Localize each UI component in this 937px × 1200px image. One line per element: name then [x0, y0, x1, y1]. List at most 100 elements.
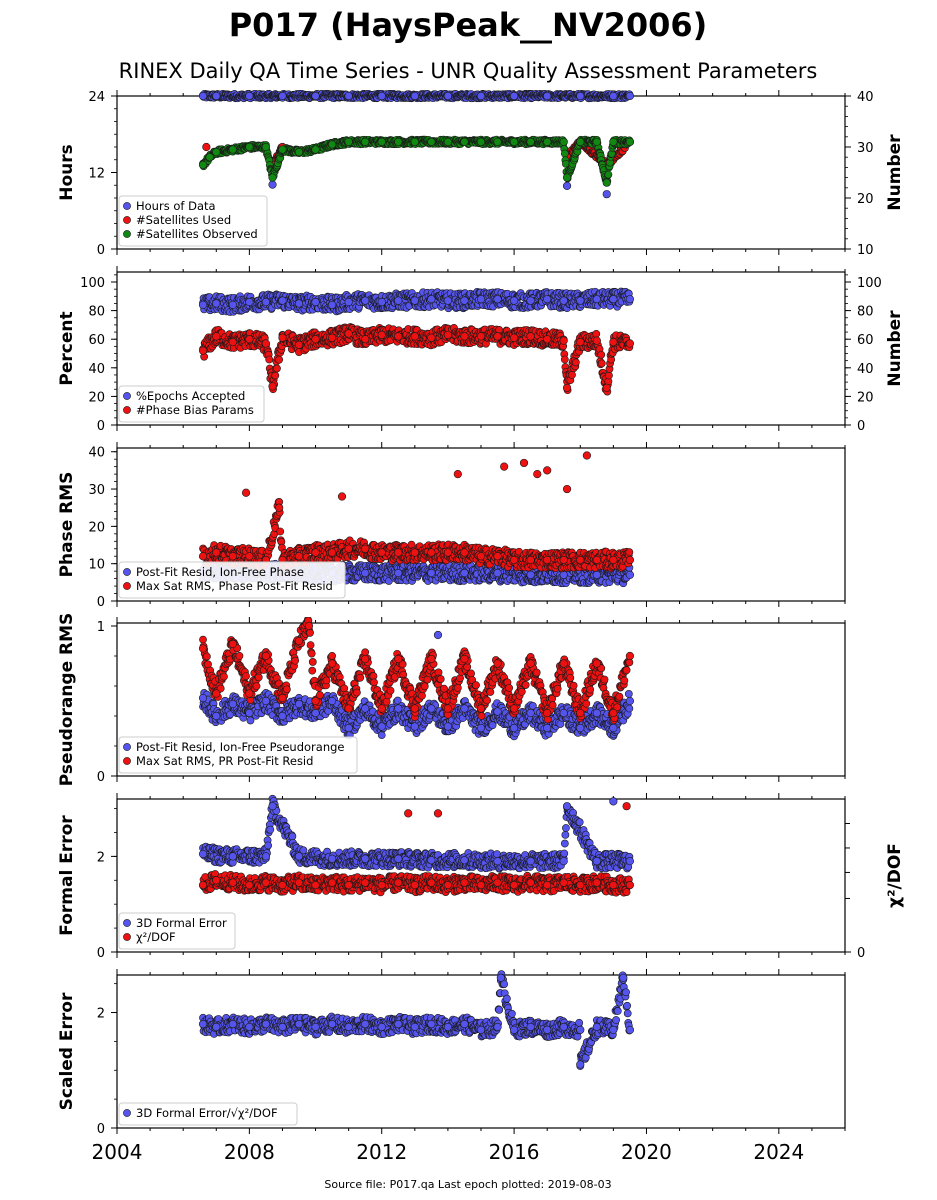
data-point: [294, 148, 304, 157]
series-1: [198, 90, 635, 199]
y-tick-label: 80: [88, 305, 105, 320]
data-point: [278, 145, 287, 154]
series-2: [198, 323, 635, 396]
data-point: [205, 153, 214, 162]
legend: Hours of Data#Satellites Used#Satellites…: [118, 195, 268, 247]
y-right-tick-label: 60: [857, 333, 874, 348]
y-tick-label: 10: [88, 558, 105, 573]
data-point: [261, 142, 271, 152]
data-point: [394, 296, 403, 305]
data-point: [394, 137, 403, 146]
data-point: [268, 180, 277, 189]
chart-subtitle: RINEX Daily QA Time Series - UNR Quality…: [119, 59, 818, 83]
data-point: [509, 91, 519, 101]
data-point: [493, 137, 502, 146]
data-point: [212, 332, 221, 341]
y-axis-label: Percent: [57, 311, 77, 385]
data-point: [311, 335, 320, 344]
data-point: [625, 295, 635, 304]
data-point: [228, 300, 237, 309]
data-point: [228, 145, 237, 154]
data-point: [265, 355, 274, 364]
data-point: [562, 173, 572, 182]
data-layer: [198, 90, 635, 199]
y-right-tick-label: 10: [857, 243, 874, 258]
y-tick-label: 0: [97, 419, 105, 434]
legend-marker: [123, 202, 131, 210]
data-point: [344, 297, 353, 307]
legend-marker: [123, 230, 131, 238]
data-point: [377, 330, 386, 340]
data-point: [592, 137, 601, 146]
data-point: [476, 91, 486, 101]
data-point: [602, 383, 611, 392]
data-point: [273, 364, 281, 373]
y-right-tick-label: 30: [857, 141, 874, 156]
data-point: [568, 370, 576, 379]
data-point: [410, 296, 419, 305]
data-point: [460, 568, 469, 578]
data-point: [562, 383, 572, 392]
data-point: [571, 358, 580, 367]
data-point: [377, 137, 386, 146]
data-point: [560, 355, 569, 364]
data-point: [394, 568, 403, 578]
data-point: [245, 142, 254, 152]
data-point: [278, 91, 287, 101]
legend-label: #Satellites Observed: [136, 227, 258, 241]
data-point: [271, 371, 280, 380]
data-point: [559, 336, 568, 345]
data-point: [311, 91, 320, 101]
data-point: [261, 339, 271, 348]
legend-marker: [123, 216, 131, 224]
legend-label: Hours of Data: [136, 199, 216, 213]
data-point: [562, 181, 572, 190]
data-point: [427, 568, 436, 578]
data-point: [311, 145, 320, 154]
y-tick-label: 20: [88, 390, 105, 405]
data-point: [625, 339, 635, 348]
data-point: [576, 296, 585, 305]
chart-title: P017 (HaysPeak__NV2006): [229, 6, 708, 44]
data-point: [327, 140, 337, 149]
y-right-tick-label: 40: [857, 362, 874, 377]
data-point: [443, 91, 453, 101]
data-point: [560, 149, 569, 158]
y-right-tick-label: 20: [857, 390, 874, 405]
data-point: [361, 296, 370, 305]
data-point: [377, 91, 386, 101]
y-right-tick-label: 20: [857, 192, 874, 207]
data-point: [294, 340, 304, 350]
data-point: [410, 332, 419, 341]
data-point: [278, 296, 287, 305]
data-point: [212, 299, 221, 308]
data-point: [509, 137, 519, 146]
data-point: [327, 300, 337, 309]
data-point: [592, 570, 601, 579]
data-point: [543, 335, 552, 344]
y-axis-label-right: Number: [885, 134, 905, 211]
data-point: [410, 91, 419, 101]
data-point: [212, 148, 221, 157]
legend: %Epochs Accepted#Phase Bias Params: [118, 385, 265, 423]
y-right-tick-label: 0: [857, 419, 865, 434]
data-layer: [198, 287, 635, 396]
data-point: [443, 296, 453, 305]
data-point: [410, 137, 419, 146]
y-tick-label: 20: [88, 520, 105, 535]
data-point: [576, 137, 585, 146]
data-point: [609, 137, 618, 146]
data-point: [427, 137, 436, 146]
data-point: [592, 295, 601, 304]
data-point: [597, 350, 606, 359]
data-point: [427, 333, 436, 342]
y-tick-label: 30: [88, 483, 105, 498]
data-point: [460, 332, 469, 341]
data-point: [275, 355, 284, 364]
legend-box: [118, 195, 268, 247]
